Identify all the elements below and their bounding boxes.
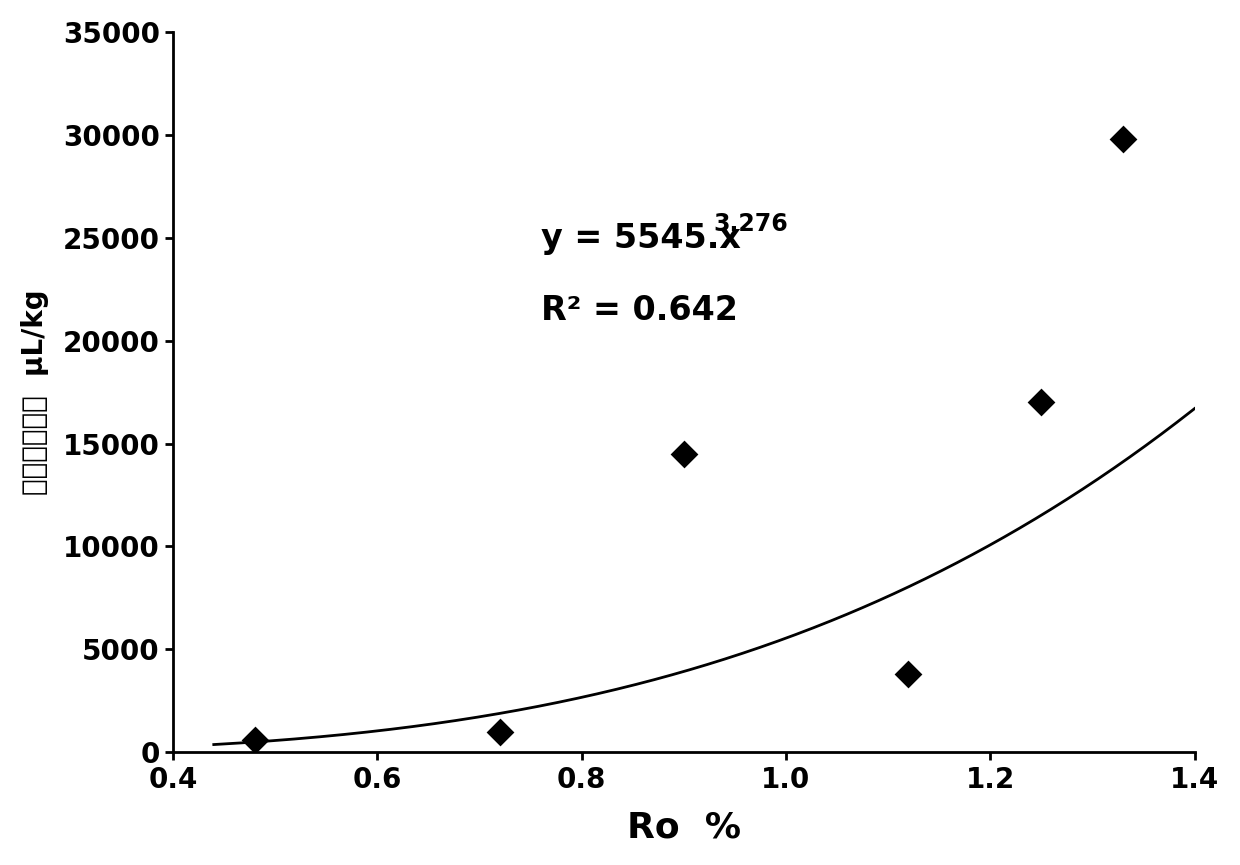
Text: y = 5545.x: y = 5545.x	[541, 222, 740, 255]
Point	[673, 447, 693, 461]
Text: R² = 0.642: R² = 0.642	[541, 294, 738, 327]
Point	[899, 667, 919, 681]
Point	[1032, 395, 1052, 409]
Point	[244, 733, 264, 746]
X-axis label: Ro  %: Ro %	[626, 811, 740, 844]
Text: 3.276: 3.276	[713, 212, 787, 236]
Point	[490, 725, 510, 739]
Point	[1114, 132, 1133, 146]
Y-axis label: 纳米吸附气量  μL/kg: 纳米吸附气量 μL/kg	[21, 289, 48, 495]
